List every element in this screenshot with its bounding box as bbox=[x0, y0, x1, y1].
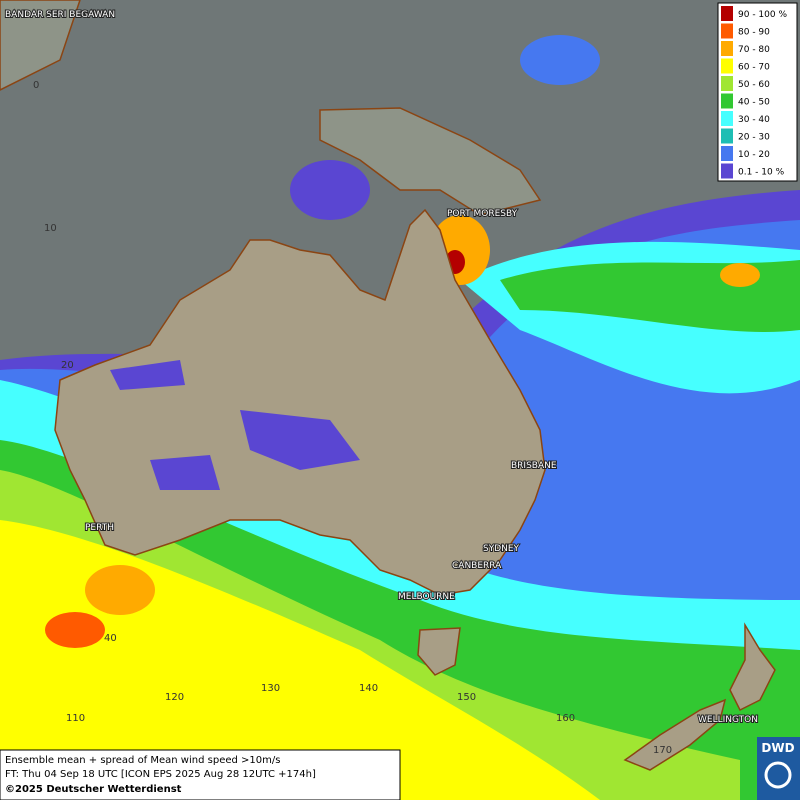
legend-label: 60 - 70 bbox=[738, 63, 770, 73]
field-blue bbox=[520, 35, 600, 85]
city-label: WELLINGTON bbox=[698, 715, 758, 725]
grid-label: 120 bbox=[165, 692, 184, 703]
grid-label: 20 bbox=[61, 360, 74, 371]
city-label: CANBERRA bbox=[452, 561, 502, 571]
grid-label: 10 bbox=[44, 223, 57, 234]
logo-background bbox=[757, 737, 800, 800]
caption-line: ©2025 Deutscher Wetterdienst bbox=[5, 784, 182, 795]
new-guinea bbox=[319, 107, 542, 216]
land-patches bbox=[110, 360, 360, 490]
legend-label: 10 - 20 bbox=[738, 150, 770, 160]
grid-label: 40 bbox=[104, 633, 117, 644]
caption-line: Ensemble mean + spread of Mean wind spee… bbox=[5, 755, 280, 766]
legend-swatch bbox=[721, 128, 733, 144]
city-label: PERTH bbox=[85, 523, 114, 533]
borneo bbox=[0, 0, 81, 91]
legend-label: 0.1 - 10 % bbox=[738, 168, 785, 178]
grid-label: 140 bbox=[359, 683, 378, 694]
grid-label: 130 bbox=[261, 683, 280, 694]
nz-north bbox=[729, 622, 776, 712]
logo-text: DWD bbox=[761, 741, 794, 755]
legend-label: 50 - 60 bbox=[738, 80, 770, 90]
field-amber bbox=[720, 263, 760, 287]
nz-south bbox=[623, 698, 727, 771]
field-orange bbox=[45, 612, 105, 648]
caption-box: Ensemble mean + spread of Mean wind spee… bbox=[0, 749, 401, 800]
legend-label: 30 - 40 bbox=[738, 115, 770, 125]
australia bbox=[54, 208, 546, 596]
city-label: PORT MORESBY bbox=[447, 209, 518, 219]
grid-label: 110 bbox=[66, 713, 85, 724]
city-label: SYDNEY bbox=[483, 544, 520, 554]
legend-label: 20 - 30 bbox=[738, 133, 770, 143]
grid-label: 150 bbox=[457, 692, 476, 703]
land bbox=[0, 0, 776, 771]
legend-label: 70 - 80 bbox=[738, 45, 770, 55]
field-amber bbox=[85, 565, 155, 615]
logo-icon bbox=[764, 761, 792, 789]
legend-swatch bbox=[721, 41, 733, 56]
city-label: MELBOURNE bbox=[398, 592, 455, 602]
legend-swatch bbox=[721, 76, 733, 91]
city-label: BANDAR SERI BEGAWAN bbox=[5, 10, 115, 20]
field-purple bbox=[290, 160, 370, 220]
grid-label: 170 bbox=[653, 745, 672, 756]
city-label: BRISBANE bbox=[511, 461, 557, 471]
legend-swatch bbox=[721, 111, 733, 126]
grid-label: 160 bbox=[556, 713, 575, 724]
legend-swatch bbox=[721, 146, 733, 161]
legend-swatch bbox=[721, 93, 733, 109]
legend-swatch bbox=[721, 58, 733, 74]
caption-background bbox=[0, 749, 401, 800]
legend-label: 90 - 100 % bbox=[738, 10, 787, 20]
legend-label: 80 - 90 bbox=[738, 28, 770, 38]
logo: DWD bbox=[757, 737, 800, 800]
legend-swatch bbox=[721, 163, 733, 179]
caption-line: FT: Thu 04 Sep 18 UTC [ICON EPS 2025 Aug… bbox=[5, 769, 316, 780]
tasmania bbox=[417, 627, 461, 676]
grid-label: 0 bbox=[33, 80, 39, 91]
legend: 90 - 100 % 80 - 90 70 - 80 60 - 70 50 - 60 40… bbox=[717, 2, 798, 182]
legend-swatch bbox=[721, 23, 733, 39]
legend-swatch bbox=[721, 6, 733, 21]
legend-label: 40 - 50 bbox=[738, 98, 770, 108]
